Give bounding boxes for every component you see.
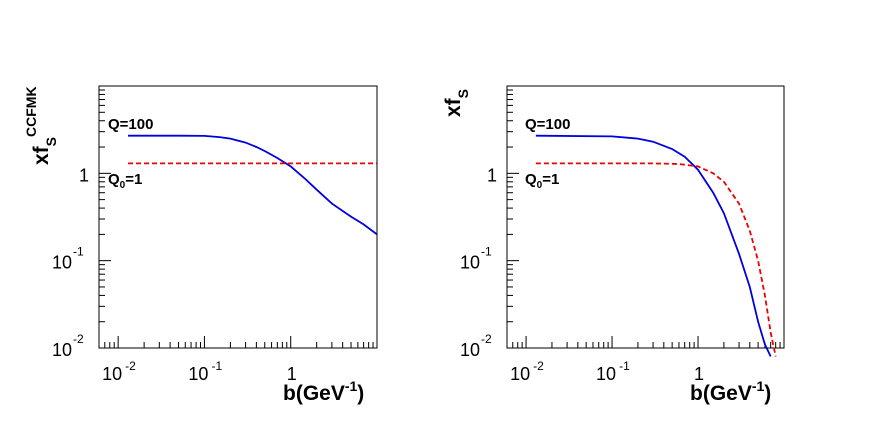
- y-axis-label: xfS: [442, 89, 471, 117]
- x-tick-label: 10 -2: [102, 359, 136, 384]
- x-tick-label: 10 -1: [596, 359, 630, 384]
- y-axis-label: xfSCCFMK: [23, 86, 59, 165]
- x-tick-label: 10 -2: [510, 359, 544, 384]
- y-tick-label: 10-2: [52, 332, 84, 360]
- series-line-1: [128, 134, 378, 236]
- x-axis-label: b(GeV-1): [690, 378, 771, 405]
- plot-frame: [98, 85, 378, 349]
- series-line-2: [535, 162, 777, 357]
- y-tick-label: 10-1: [460, 245, 492, 273]
- y-tick-label: 10-1: [52, 245, 84, 273]
- x-tick-label: 10 -1: [188, 359, 222, 384]
- series-label-2: Q0=1: [108, 171, 142, 191]
- y-tick-label: 1: [487, 165, 497, 185]
- axis-ticks: [98, 85, 378, 349]
- series-label-2: Q0=1: [525, 171, 559, 191]
- series-label-1: Q=100: [525, 116, 570, 133]
- y-tick-label: 10-2: [460, 332, 492, 360]
- series-label-1: Q=100: [108, 116, 153, 133]
- series-line-1: [535, 134, 772, 357]
- x-tick-label: 1: [287, 364, 297, 384]
- plot-frame: [506, 85, 785, 349]
- axis-ticks: [506, 85, 785, 349]
- x-tick-label: 1: [694, 364, 704, 384]
- x-axis-label: b(GeV-1): [283, 378, 364, 405]
- y-tick-label: 1: [79, 165, 89, 185]
- chart-panel-1: 10 -2 10 -1 110-210-11b(GeV-1)xfSCCFMK Q=100Q…: [23, 85, 378, 405]
